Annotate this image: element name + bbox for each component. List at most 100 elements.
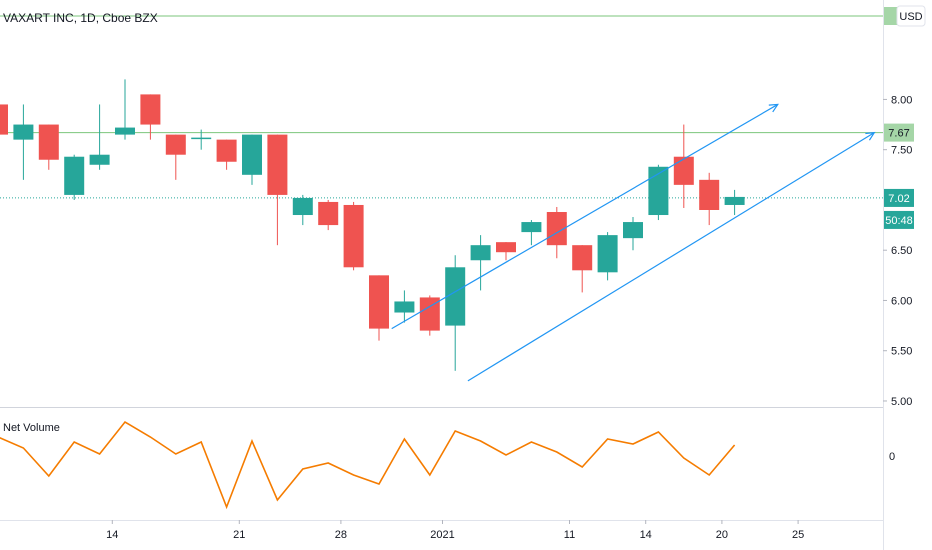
- horizontal-lines: [0, 15, 883, 134]
- countdown-badge: 50:48: [884, 210, 914, 229]
- candle: [521, 220, 542, 246]
- candle-body: [242, 134, 262, 175]
- candle-body: [89, 154, 110, 165]
- candle-body: [343, 204, 364, 268]
- price-badge: 7.67: [884, 123, 914, 142]
- candle: [343, 201, 364, 271]
- candle-body: [419, 297, 440, 331]
- net-volume-line: [0, 420, 736, 510]
- price-tick-label: 7.50: [891, 145, 912, 157]
- trendline: [467, 131, 876, 382]
- candle: [394, 290, 415, 323]
- candle-body: [38, 124, 59, 160]
- time-tick-label: 25: [792, 529, 804, 541]
- candle: [242, 134, 262, 185]
- candle: [673, 124, 694, 208]
- candle: [115, 79, 135, 140]
- price-badge: 7.02: [884, 188, 914, 207]
- trendline-segment: [391, 103, 779, 330]
- candle-body: [292, 197, 313, 216]
- price-tick-label: 6.50: [891, 245, 912, 257]
- candle: [191, 129, 212, 150]
- badge-label: 7.67: [888, 128, 909, 140]
- candle: [140, 94, 161, 140]
- candles: [0, 79, 745, 371]
- candle-body: [115, 127, 135, 135]
- candle-body: [0, 104, 8, 135]
- candle: [216, 139, 237, 170]
- candle: [38, 124, 59, 170]
- candle-body: [445, 267, 466, 326]
- candle: [292, 194, 313, 226]
- trendline: [391, 103, 779, 330]
- candle: [318, 199, 339, 231]
- candle-body: [191, 137, 212, 140]
- candle-body: [673, 156, 694, 185]
- price-tick-label: 6.00: [891, 295, 912, 307]
- candle: [597, 232, 618, 281]
- currency-button[interactable]: USD: [896, 5, 926, 27]
- time-tick-label: 11: [564, 529, 575, 541]
- candle-body: [13, 124, 34, 140]
- candle-body: [699, 179, 720, 210]
- candle-body: [165, 134, 186, 155]
- badge-background: [884, 123, 914, 142]
- candle: [419, 295, 440, 336]
- badge-label: 7.02: [888, 193, 909, 205]
- price-tick-label: 5.50: [891, 346, 912, 358]
- time-axis: 14 21 28 2021 11 14 20 25: [106, 520, 804, 541]
- candle-body: [521, 222, 542, 233]
- candle: [648, 164, 669, 221]
- candle-body: [369, 275, 389, 329]
- time-tick-label: 2021: [430, 529, 454, 541]
- candle: [64, 154, 85, 200]
- candle: [699, 172, 720, 226]
- trendlines: [391, 103, 876, 382]
- candle: [89, 104, 110, 170]
- price-tick-label: 5.00: [891, 396, 912, 408]
- candle-body: [64, 156, 85, 195]
- candle-body: [140, 94, 161, 125]
- candle: [0, 104, 8, 135]
- candle: [724, 189, 745, 216]
- candle-body: [394, 301, 415, 313]
- candle-body: [623, 222, 643, 239]
- candle: [572, 245, 593, 293]
- badge-label: 50:48: [885, 215, 913, 227]
- symbol-title: VAXART INC, 1D, Cboe BZX: [3, 11, 158, 25]
- net-volume-zero-label: 0: [889, 451, 895, 463]
- trendline-arrow-icon: [768, 103, 779, 113]
- indicator-title: Net Volume: [3, 422, 60, 434]
- badge-background: [884, 188, 914, 207]
- candle: [165, 134, 186, 180]
- candle-body: [597, 235, 618, 273]
- price-axis: 8.00 7.50 6.50 6.00 5.50 5.00: [883, 94, 912, 408]
- candle-body: [216, 139, 237, 162]
- candle-body: [496, 242, 516, 253]
- time-tick-label: 14: [640, 529, 652, 541]
- candle-body: [572, 245, 593, 271]
- candle-body: [546, 212, 567, 246]
- time-tick-label: 28: [335, 529, 347, 541]
- candle: [623, 217, 643, 251]
- trendline-segment: [467, 132, 875, 382]
- time-tick-label: 21: [233, 529, 245, 541]
- candle-body: [318, 201, 339, 226]
- candle-body: [648, 166, 669, 216]
- time-tick-label: 20: [716, 529, 728, 541]
- candle: [13, 104, 34, 180]
- candle-body: [267, 134, 288, 195]
- candle: [445, 255, 466, 371]
- candle: [267, 134, 288, 246]
- candle: [369, 275, 389, 341]
- candle: [496, 242, 516, 261]
- trendline-arrow-icon: [865, 131, 876, 141]
- price-tick-label: 8.00: [891, 94, 912, 106]
- candle: [470, 235, 491, 291]
- badge-background: [884, 210, 914, 229]
- time-tick-label: 14: [106, 529, 118, 541]
- candle-body: [724, 196, 745, 205]
